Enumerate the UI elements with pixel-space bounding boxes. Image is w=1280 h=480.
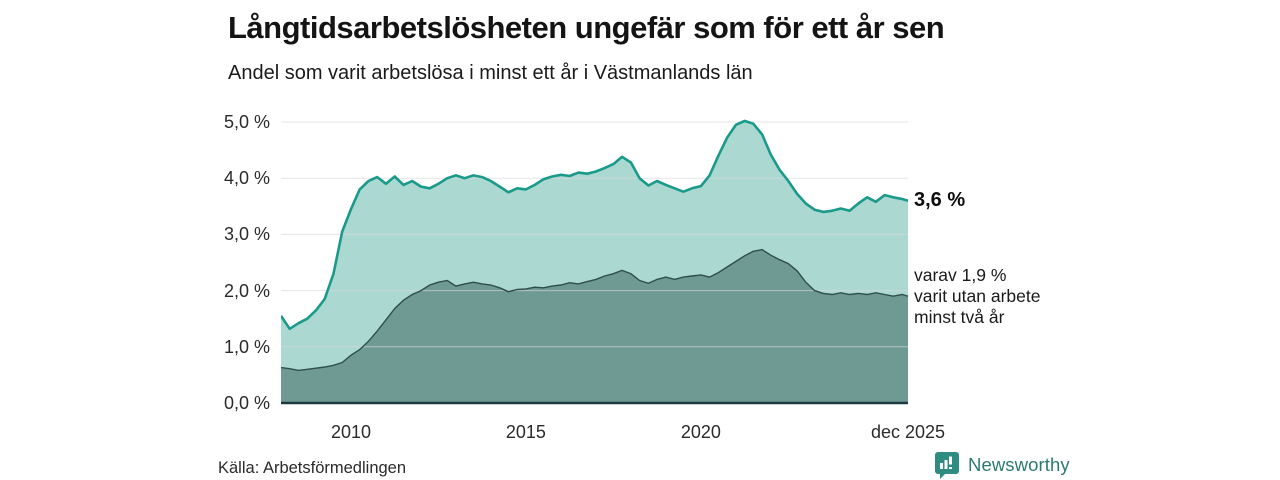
x-tick-label: 2020 <box>680 422 721 442</box>
y-tick-label: 3,0 % <box>223 224 270 245</box>
line-total <box>281 119 908 331</box>
line-subset <box>281 248 908 372</box>
x-tick-label: 2010 <box>330 422 371 442</box>
y-tick-label: 2,0 % <box>223 280 270 301</box>
total-end-value-label: 3,6 % <box>914 189 966 211</box>
chart-title: Långtidsarbetslösheten ungefär som för e… <box>228 10 945 45</box>
subset-annotation-line: varav 1,9 % <box>914 265 1007 285</box>
y-tick-label: 0,0 % <box>223 393 270 413</box>
y-tick-label: 5,0 % <box>223 112 270 132</box>
y-tick-label: 1,0 % <box>223 336 270 357</box>
y-tick-label: 4,0 % <box>223 168 270 189</box>
subset-annotation-line: minst två år <box>914 307 1005 327</box>
source-credit: Källa: Arbetsförmedlingen <box>218 459 407 477</box>
newsworthy-logo-icon <box>935 452 959 479</box>
unemployment-area-chart <box>281 119 908 405</box>
subset-end-annotation: varav 1,9 % varit utan arbete minst två … <box>914 265 1040 328</box>
x-tick-label: 2015 <box>505 422 546 442</box>
newsworthy-brand-text: Newsworthy <box>968 454 1070 475</box>
subset-annotation-line: varit utan arbete <box>914 286 1041 306</box>
chart-subtitle: Andel som varit arbetslösa i minst ett å… <box>228 62 753 84</box>
newsworthy-brand: Newsworthy <box>934 450 1070 480</box>
x-tick-label: dec 2025 <box>870 422 946 442</box>
area-subset <box>281 249 908 403</box>
